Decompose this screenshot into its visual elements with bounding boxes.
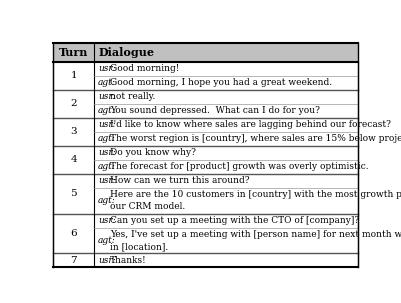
Bar	[53, 43, 358, 62]
Text: Can you set up a meeting with the CTO of [company]?: Can you set up a meeting with the CTO of…	[110, 216, 359, 225]
Text: 6: 6	[71, 229, 77, 238]
Text: usr:: usr:	[98, 120, 116, 129]
Text: 7: 7	[71, 256, 77, 265]
Text: 3: 3	[71, 127, 77, 136]
Text: 4: 4	[71, 155, 77, 165]
Text: usr:: usr:	[98, 148, 116, 157]
Text: Thanks!: Thanks!	[110, 256, 146, 265]
Text: usr:: usr:	[98, 176, 116, 185]
Text: usr:: usr:	[98, 92, 116, 101]
Text: Do you know why?: Do you know why?	[110, 148, 196, 157]
Text: You sound depressed.  What can I do for you?: You sound depressed. What can I do for y…	[110, 106, 320, 115]
Text: usr:: usr:	[98, 256, 116, 265]
Text: agt:: agt:	[98, 78, 116, 87]
Text: usr:: usr:	[98, 64, 116, 73]
Text: agt:: agt:	[98, 236, 116, 245]
Text: 2: 2	[71, 99, 77, 108]
Text: agt:: agt:	[98, 162, 116, 171]
Text: The worst region is [country], where sales are 15% below projections.: The worst region is [country], where sal…	[110, 134, 401, 143]
Text: Yes, I've set up a meeting with [person name] for next month when you are
in [lo: Yes, I've set up a meeting with [person …	[110, 230, 401, 251]
Text: Dialogue: Dialogue	[98, 47, 154, 58]
Text: 1: 1	[71, 71, 77, 80]
Text: The forecast for [product] growth was overly optimistic.: The forecast for [product] growth was ov…	[110, 162, 369, 171]
Text: 5: 5	[71, 189, 77, 198]
Text: I'd like to know where sales are lagging behind our forecast?: I'd like to know where sales are lagging…	[110, 120, 391, 129]
Text: How can we turn this around?: How can we turn this around?	[110, 176, 249, 185]
Text: Turn: Turn	[59, 47, 89, 58]
Text: Good morning, I hope you had a great weekend.: Good morning, I hope you had a great wee…	[110, 78, 332, 87]
Text: Good morning!: Good morning!	[110, 64, 179, 73]
Text: agt:: agt:	[98, 134, 116, 143]
Text: agt:: agt:	[98, 106, 116, 115]
Text: agt:: agt:	[98, 196, 116, 205]
Text: not really.: not really.	[110, 92, 155, 101]
Text: Here are the 10 customers in [country] with the most growth potential, per
our C: Here are the 10 customers in [country] w…	[110, 190, 401, 211]
Text: usr:: usr:	[98, 216, 116, 225]
